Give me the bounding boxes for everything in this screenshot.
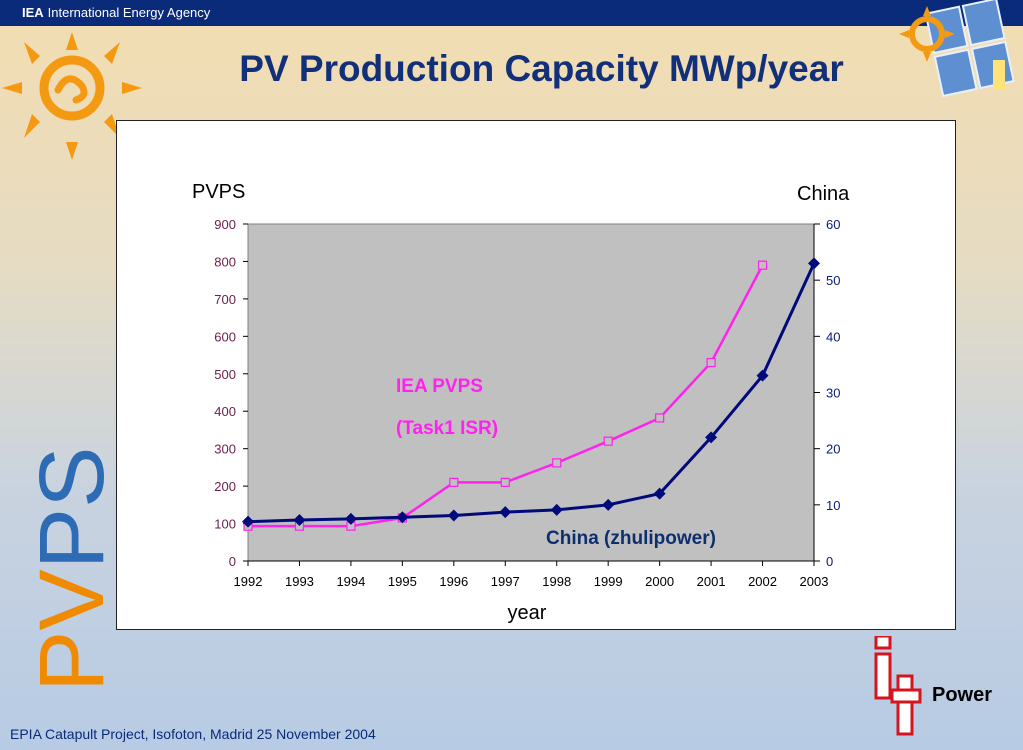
china-point xyxy=(242,515,254,528)
y-left-tick-label: 0 xyxy=(229,554,236,569)
china-point xyxy=(447,509,460,522)
x-tick-label: 1993 xyxy=(285,574,314,589)
slide-title: PV Production Capacity MWp/year xyxy=(239,48,844,89)
china-point xyxy=(602,498,615,511)
x-axis-title: year xyxy=(508,602,547,624)
y-left-tick-label: 600 xyxy=(214,329,236,344)
side-title-pvps: PVPS xyxy=(25,447,115,692)
china-point xyxy=(293,513,306,526)
plot-area xyxy=(247,223,815,562)
y-right-tick-label: 40 xyxy=(826,329,840,344)
x-tick-label: 1992 xyxy=(234,574,263,589)
y-right-tick-label: 0 xyxy=(826,554,833,569)
china-point xyxy=(550,503,563,516)
y-left-tick-label: 200 xyxy=(214,479,236,494)
org-abbr: IEA xyxy=(22,5,44,20)
pvps-point xyxy=(449,477,459,487)
china-point xyxy=(756,369,769,382)
x-tick-label: 1999 xyxy=(594,574,623,589)
y-right-tick-label: 60 xyxy=(826,217,840,232)
y-left-tick-label: 800 xyxy=(214,254,236,269)
side-title-text: PVPS xyxy=(25,447,115,692)
china-point xyxy=(499,506,512,519)
itpower-logo: Power xyxy=(872,634,992,745)
chart-panel: 0 100 200 300 400 500 600 700 800 900 0 10 20 30 40 50 6… xyxy=(116,120,956,630)
y-left-tick-label: 700 xyxy=(214,292,236,307)
y-right-tick-label: 50 xyxy=(826,273,840,288)
y-left-tick-label: 900 xyxy=(214,217,236,232)
solar-panel-logo-icon xyxy=(899,0,1015,98)
x-tick-label: 1994 xyxy=(336,574,365,589)
org-fullname: International Energy Agency xyxy=(47,5,211,20)
series-label-pvps-line1: IEA PVPS xyxy=(396,376,483,397)
right-axis-title: China xyxy=(797,183,850,205)
y-right-tick-label: 20 xyxy=(826,442,840,457)
x-tick-label: 1996 xyxy=(439,574,468,589)
footer-text: EPIA Catapult Project, Isofoton, Madrid … xyxy=(10,726,376,742)
series-label-pvps-line2: (Task1 ISR) xyxy=(396,418,498,439)
china-point xyxy=(705,431,718,444)
y-right-tick-label: 10 xyxy=(826,498,840,513)
china-point xyxy=(808,257,820,270)
y-right-tick-label: 30 xyxy=(826,386,840,401)
x-tick-label: 2002 xyxy=(748,574,777,589)
y-left-tick-label: 100 xyxy=(214,517,236,532)
pvps-point xyxy=(500,477,510,487)
x-tick-label: 1997 xyxy=(491,574,520,589)
pvps-point xyxy=(706,357,716,368)
pvps-point xyxy=(603,436,613,446)
itpower-wordmark: Power xyxy=(932,684,993,706)
china-point xyxy=(344,512,357,525)
x-tick-label: 2001 xyxy=(697,574,726,589)
y-left-tick-label: 300 xyxy=(214,442,236,457)
x-tick-label: 2000 xyxy=(645,574,674,589)
x-tick-label: 2003 xyxy=(800,574,829,589)
side-text-pv: PV xyxy=(25,569,115,692)
chart: 0 100 200 300 400 500 600 700 800 900 0 10 20 30 40 50 6… xyxy=(192,181,850,624)
y-left-tick-label: 400 xyxy=(214,404,236,419)
china-point xyxy=(396,511,409,524)
series-label-china: China (zhulipower) xyxy=(546,528,716,549)
x-tick-label: 1998 xyxy=(542,574,571,589)
pvps-point xyxy=(757,260,768,270)
y-left-tick-label: 500 xyxy=(214,367,236,382)
left-axis-title: PVPS xyxy=(192,181,245,203)
pvps-point xyxy=(655,413,665,423)
series-line-china xyxy=(247,262,816,524)
pvps-point xyxy=(552,458,562,468)
x-tick-label: 1995 xyxy=(388,574,417,589)
org-name: IEA International Energy Agency xyxy=(22,5,210,20)
header-bar: IEA International Energy Agency xyxy=(0,0,1023,26)
side-text-ps: PS xyxy=(25,447,115,570)
it-logo-icon xyxy=(874,634,922,736)
china-point xyxy=(653,487,666,500)
